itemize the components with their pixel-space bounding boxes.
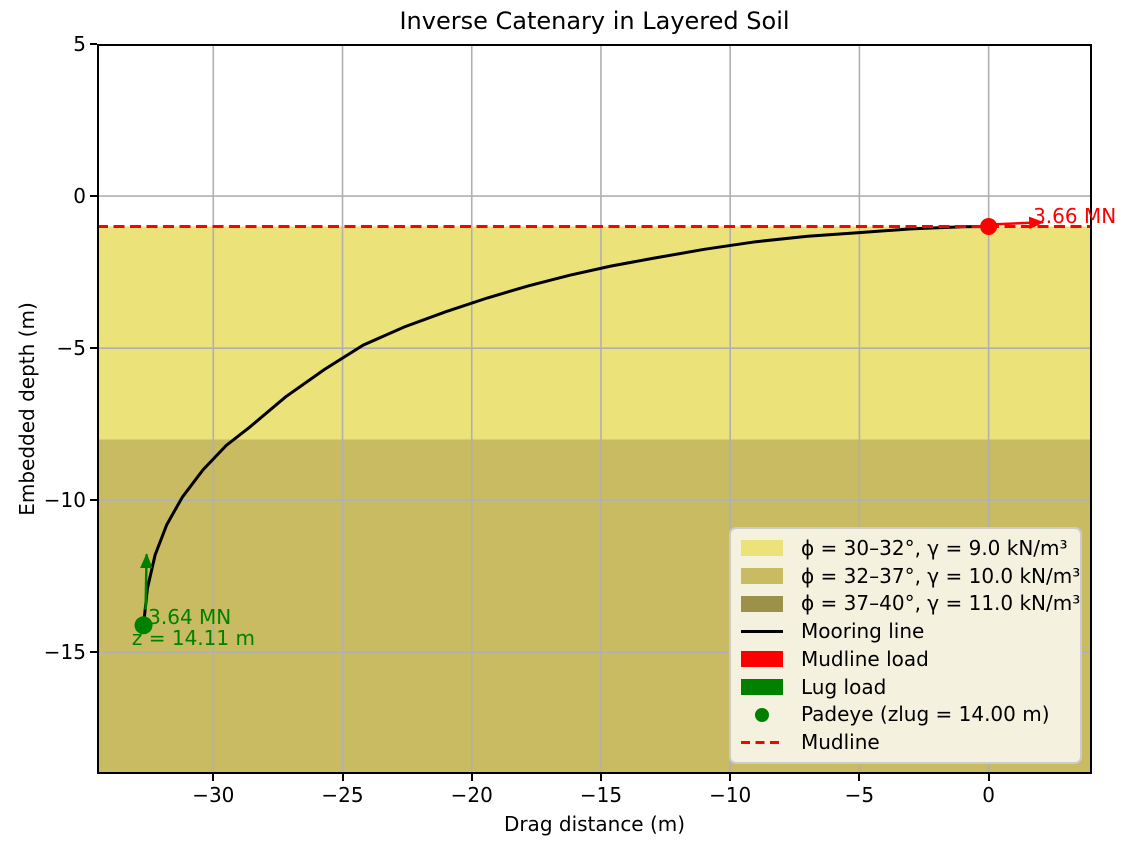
padeye-legend-dot [755,707,769,722]
legend-item-mudline-load: Mudline load [741,646,1074,673]
lug-depth-annotation: z = 14.11 m [131,625,255,650]
y-tick-mark [90,651,97,654]
x-tick-label: −15 [579,783,623,807]
padeye-point [134,616,153,635]
y-tick-label: 0 [73,184,86,209]
legend-label: Mudline load [801,646,929,671]
padeye-marker-swatch [741,707,783,723]
soil-layer-2-swatch [741,568,783,585]
mudline-load-annotation: 3.66 MN [1033,204,1117,229]
x-tick-label: −20 [450,783,493,807]
legend-label: Mudline [801,730,880,755]
x-tick-label: −10 [709,783,752,807]
mudline-load-swatch [741,651,783,668]
mudline-dash-swatch [741,741,783,745]
x-tick-label: −5 [844,783,875,807]
y-axis-label: Embedded depth (m) [15,302,39,516]
mooring-line-curve [142,225,991,627]
legend-item-mooring-line: Mooring line [741,618,1074,645]
soil-layer-3-swatch [741,595,783,612]
legend-item-mudline: Mudline [741,729,1074,756]
lug-load-arrow [140,553,153,610]
x-tick-mark [858,774,861,781]
lug-load-swatch [741,679,783,696]
y-tick-mark [90,347,97,350]
soil-layer-1-swatch [741,540,783,557]
chart-title: Inverse Catenary in Layered Soil [399,7,790,35]
axes-frame [97,44,1092,774]
legend-item-soil-layer-1: ϕ = 30–32°, γ = 9.0 kN/m³ [741,535,1074,562]
y-tick-label: −10 [43,488,86,513]
legend-item-soil-layer-2: ϕ = 32–37°, γ = 10.0 kN/m³ [741,563,1080,590]
x-tick-mark [729,774,732,781]
y-tick-label: −15 [43,640,86,665]
x-tick-mark [599,774,602,781]
legend-label: ϕ = 30–32°, γ = 9.0 kN/m³ [801,535,1068,560]
lug-load-annotation: 3.64 MN [148,605,232,630]
legend-label: Mooring line [801,619,925,644]
legend-label: ϕ = 32–37°, γ = 10.0 kN/m³ [801,563,1081,588]
x-axis-label: Drag distance (m) [503,812,686,836]
x-tick-label: −30 [192,783,235,807]
x-tick-mark [987,774,990,781]
x-tick-mark [341,774,344,781]
legend-item-soil-layer-3: ϕ = 37–40°, γ = 11.0 kN/m³ [741,590,1080,617]
y-tick-label: 5 [73,32,86,56]
legend: ϕ = 30–32°, γ = 9.0 kN/m³ ϕ = 32–37°, γ … [729,527,1082,764]
x-tick-label: −25 [321,783,364,807]
legend-item-padeye: Padeye (zlug = 14.00 m) [741,701,1074,728]
y-tick-mark [90,195,97,198]
legend-label: Padeye (zlug = 14.00 m) [801,702,1050,727]
mooring-line-swatch [741,630,783,634]
mudline-load-arrow [992,216,1045,230]
x-tick-mark [212,774,215,781]
x-tick-mark [470,774,473,781]
legend-label: Lug load [801,674,887,699]
mudline-load-point [980,218,998,235]
y-tick-mark [90,499,97,502]
y-tick-mark [90,43,97,45]
legend-label: ϕ = 37–40°, γ = 11.0 kN/m³ [801,591,1081,616]
x-tick-label: 0 [982,783,995,807]
y-tick-label: −5 [56,336,86,361]
soil-layer-band-1 [97,226,1092,440]
legend-item-lug-load: Lug load [741,674,1074,701]
